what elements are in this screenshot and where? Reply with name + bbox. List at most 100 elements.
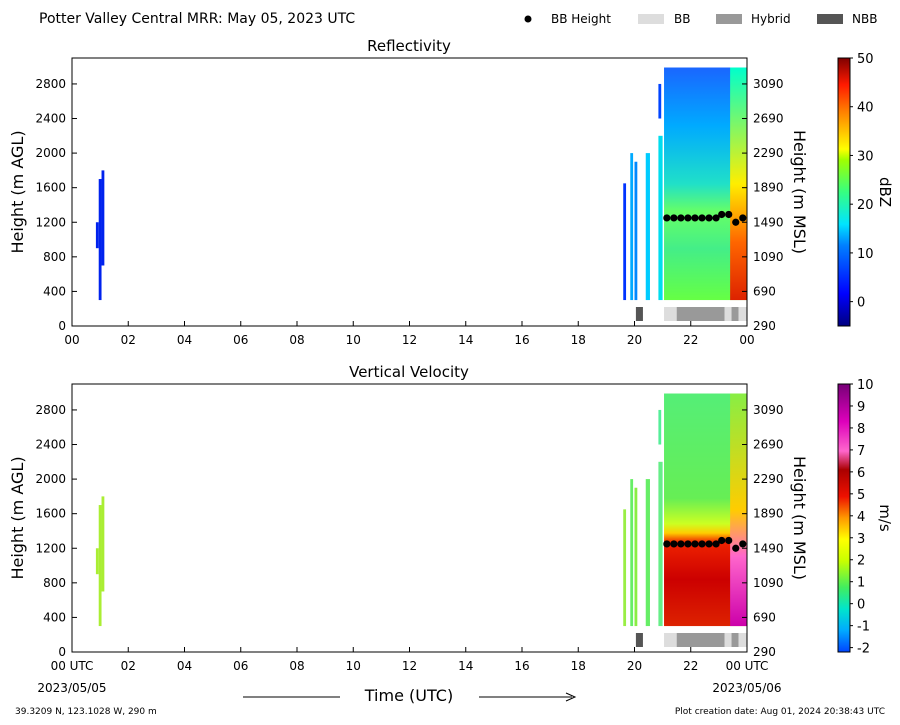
reflectivity-echo-scattered-f <box>658 83 662 119</box>
vertical-velocity-bb-height-point <box>698 540 706 548</box>
reflectivity-x-tick-label: 10 <box>346 333 361 347</box>
reflectivity-x-tick-label: 02 <box>121 333 136 347</box>
reflectivity-y2-tick-label: 1090 <box>753 250 784 264</box>
reflectivity-x-tick-label: 22 <box>683 333 698 347</box>
reflectivity-bb-height-point <box>677 214 685 222</box>
vertical-velocity-bb-class-bb <box>664 633 677 647</box>
reflectivity-echo-scattered-b <box>630 153 634 301</box>
reflectivity-x-tick-label: 20 <box>627 333 642 347</box>
reflectivity-y2-tick-label: 3090 <box>753 77 784 91</box>
reflectivity-y-tick-label: 1200 <box>35 215 66 229</box>
vertical-velocity-y2-tick-label: 1890 <box>753 507 784 521</box>
vertical-velocity-bb-height-point <box>705 540 713 548</box>
legend-hybrid-label: Hybrid <box>751 12 791 26</box>
reflectivity-bb-height-point <box>732 218 740 226</box>
reflectivity-bb-height-point <box>705 214 713 222</box>
vertical-velocity-y2-tick-label: 2290 <box>753 472 784 486</box>
vertical-velocity-x-tick-label: 22 <box>683 659 698 673</box>
vertical-velocity-y-tick-label: 800 <box>43 576 66 590</box>
vertical-velocity-y-tick-label: 400 <box>43 610 66 624</box>
vertical-velocity-echo-scattered-a <box>623 509 627 627</box>
vertical-velocity-bb-class-nbb <box>635 633 643 647</box>
reflectivity-bb-height-point <box>691 214 699 222</box>
vertical-velocity-colorbar-tick-label: -2 <box>857 642 870 657</box>
vertical-velocity-bb-height-point <box>691 540 699 548</box>
reflectivity-y2-tick-label: 690 <box>753 284 776 298</box>
legend-hybrid-swatch <box>716 14 742 24</box>
vertical-velocity-x-ticks: 00 UTC 02 04 06 08 10 12 14 16 18 20 22 00 UTC <box>51 647 769 673</box>
vertical-velocity-x-tick-label: 00 UTC <box>726 659 769 673</box>
vertical-velocity-bb-class-hybrid <box>731 633 739 647</box>
reflectivity-echo-scattered-c <box>634 161 638 301</box>
vertical-velocity-x-tick-label: 06 <box>233 659 248 673</box>
vertical-velocity-echo-early-c <box>101 496 105 592</box>
reflectivity-y2-tick-label: 1890 <box>753 181 784 195</box>
vertical-velocity-y2-tick-label: 1490 <box>753 541 784 555</box>
vertical-velocity-y-tick-label: 0 <box>58 645 66 659</box>
vertical-velocity-bb-class-bb <box>738 633 747 647</box>
vertical-velocity-title: Vertical Velocity <box>349 363 469 381</box>
reflectivity-echo-scattered-a <box>623 183 627 301</box>
vertical-velocity-colorbar-tick-label: 3 <box>857 532 865 547</box>
vertical-velocity-y-tick-label: 2000 <box>35 472 66 486</box>
reflectivity-y-tick-label: 1600 <box>35 181 66 195</box>
vertical-velocity-x-tick-label: 00 UTC <box>51 659 94 673</box>
vertical-velocity-echo-scattered-b <box>630 479 634 627</box>
vertical-velocity-bb-height-point <box>670 540 678 548</box>
vertical-velocity-bb-height-point <box>663 540 671 548</box>
reflectivity-y2-ticks: 290 690 1090 1490 1890 2290 2690 3090 <box>742 77 784 333</box>
vertical-velocity-panel: Vertical Velocity 00 UTC 02 04 06 08 10 12 14 16… <box>8 363 894 673</box>
vertical-velocity-y-tick-label: 1600 <box>35 507 66 521</box>
xlabel-arrow-head <box>565 692 577 702</box>
end-date: 2023/05/06 <box>712 681 781 695</box>
vertical-velocity-colorbar-tick-label: 1 <box>857 576 865 591</box>
reflectivity-x-tick-label: 08 <box>289 333 304 347</box>
reflectivity-y-ticks: 0 400 800 1200 1600 2000 2400 2800 <box>35 77 77 333</box>
vertical-velocity-y2-ticks: 290 690 1090 1490 1890 2290 2690 3090 <box>742 403 784 659</box>
reflectivity-bb-height-point <box>739 214 747 222</box>
reflectivity-colorbar-tick-label: 0 <box>857 296 865 311</box>
reflectivity-x-tick-label: 00 <box>64 333 79 347</box>
vertical-velocity-colorbar-tick-label: 5 <box>857 488 865 503</box>
vertical-velocity-bb-height-point <box>725 536 733 545</box>
reflectivity-echo-scattered-e <box>658 135 663 301</box>
vertical-velocity-bb-class-bb <box>724 633 732 647</box>
reflectivity-colorbar-tick-label: 20 <box>857 198 874 213</box>
reflectivity-y-tick-label: 2000 <box>35 146 66 160</box>
x-axis-label: Time (UTC) <box>364 686 453 705</box>
figure-title: Potter Valley Central MRR: May 05, 2023 … <box>39 11 355 27</box>
reflectivity-bb-class-bb <box>664 307 677 321</box>
vertical-velocity-colorbar-ticks: -2 -1 0 1 2 3 4 5 6 7 8 9 10 <box>850 378 874 657</box>
reflectivity-bb-height-point <box>684 214 692 222</box>
reflectivity-bb-height-point <box>718 210 726 219</box>
vertical-velocity-echo-scattered-f <box>658 409 662 445</box>
reflectivity-bb-height-point <box>663 214 671 222</box>
vertical-velocity-y-tick-label: 1200 <box>35 541 66 555</box>
vertical-velocity-bb-class-hybrid <box>676 633 725 647</box>
reflectivity-x-tick-label: 14 <box>458 333 473 347</box>
reflectivity-x-tick-label: 12 <box>402 333 417 347</box>
vertical-velocity-y-tick-label: 2800 <box>35 403 66 417</box>
vertical-velocity-echo-scattered-c <box>634 487 638 627</box>
vertical-velocity-echo-storm-edge <box>730 393 747 627</box>
reflectivity-y-tick-label: 400 <box>43 284 66 298</box>
reflectivity-y-tick-label: 2400 <box>35 112 66 126</box>
reflectivity-y2-tick-label: 1490 <box>753 215 784 229</box>
vertical-velocity-x-tick-label: 12 <box>402 659 417 673</box>
vertical-velocity-echo-early-a <box>95 548 99 575</box>
reflectivity-echo-storm-edge <box>730 67 747 301</box>
reflectivity-colorbar-ticks: 0 10 20 30 40 50 <box>850 52 874 311</box>
legend-bb-label: BB <box>674 12 690 26</box>
reflectivity-bb-class-hybrid <box>731 307 739 321</box>
reflectivity-bb-height-markers <box>663 210 747 226</box>
vertical-velocity-colorbar <box>837 383 851 653</box>
vertical-velocity-bb-height-point <box>684 540 692 548</box>
station-location: 39.3209 N, 123.1028 W, 290 m <box>15 707 157 717</box>
reflectivity-colorbar-label: dBZ <box>876 177 894 207</box>
vertical-velocity-y2-tick-label: 1090 <box>753 576 784 590</box>
vertical-velocity-x-tick-label: 10 <box>346 659 361 673</box>
vertical-velocity-bb-height-point <box>739 540 747 548</box>
reflectivity-x-tick-label: 18 <box>571 333 586 347</box>
legend: BB Height BB Hybrid NBB <box>524 12 877 26</box>
